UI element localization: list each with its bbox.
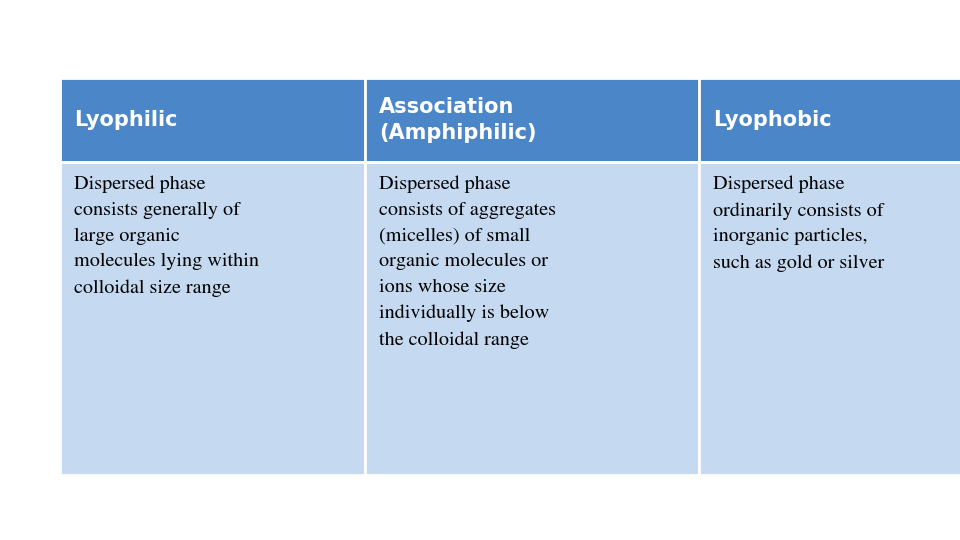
- FancyBboxPatch shape: [365, 162, 699, 475]
- FancyBboxPatch shape: [60, 162, 365, 475]
- Text: Dispersed phase
consists generally of
large organic
molecules lying within
collo: Dispersed phase consists generally of la…: [74, 176, 259, 297]
- FancyBboxPatch shape: [365, 78, 699, 162]
- FancyBboxPatch shape: [699, 78, 960, 162]
- Text: Dispersed phase
ordinarily consists of
inorganic particles,
such as gold or silv: Dispersed phase ordinarily consists of i…: [713, 176, 884, 272]
- Text: Lyophilic: Lyophilic: [74, 110, 178, 130]
- FancyBboxPatch shape: [699, 162, 960, 475]
- Text: Dispersed phase
consists of aggregates
(micelles) of small
organic molecules or
: Dispersed phase consists of aggregates (…: [379, 176, 556, 349]
- Text: Lyophobic: Lyophobic: [713, 110, 832, 130]
- FancyBboxPatch shape: [60, 78, 365, 162]
- Text: Association
(Amphiphilic): Association (Amphiphilic): [379, 97, 537, 143]
